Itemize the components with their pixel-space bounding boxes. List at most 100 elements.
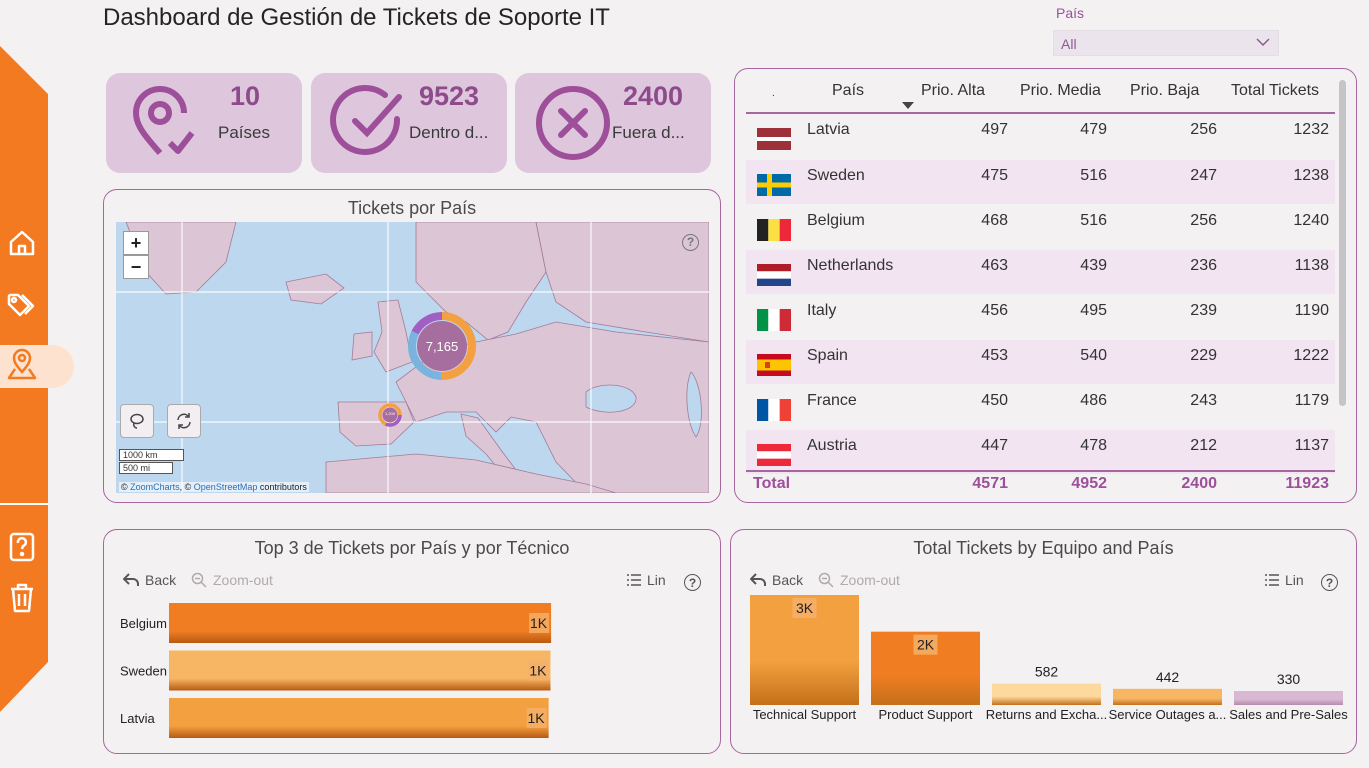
table-row[interactable]: Austria 447 478 212 1137 xyxy=(746,430,1335,474)
trash-icon[interactable] xyxy=(4,580,40,616)
bar-data-label: 1K xyxy=(529,663,547,679)
page-title: Dashboard de Gestión de Tickets de Sopor… xyxy=(103,4,610,31)
total-label: Total xyxy=(753,475,791,492)
bar-data-label: 1K xyxy=(530,615,548,631)
back-arrow-icon xyxy=(750,573,766,586)
back-button[interactable]: Back xyxy=(750,572,803,588)
cell-prio-alta: 497 xyxy=(981,121,1008,138)
bar-category-label: Returns and Excha... xyxy=(986,707,1107,722)
home-icon[interactable] xyxy=(4,225,40,261)
bar-category-label: Product Support xyxy=(879,707,973,722)
cluster-label: 7,165 xyxy=(425,339,459,354)
map-help-icon[interactable]: ? xyxy=(682,234,699,251)
header-prio-media[interactable]: Prio. Media xyxy=(1020,82,1101,99)
cell-prio-baja: 239 xyxy=(1190,302,1217,319)
cell-prio-alta: 475 xyxy=(981,167,1008,184)
header-pais[interactable]: País xyxy=(832,82,865,99)
bar-category-label: Service Outages a... xyxy=(1109,707,1227,722)
table-row[interactable]: Spain 453 540 229 1222 xyxy=(746,340,1335,384)
cell-total: 1137 xyxy=(1294,437,1329,454)
lasso-icon xyxy=(130,413,144,429)
table-row[interactable]: Belgium 468 516 256 1240 xyxy=(746,205,1335,249)
bar-equipo[interactable] xyxy=(1113,688,1222,705)
zoom-out-button[interactable]: − xyxy=(123,255,149,279)
zoom-out-label: Zoom-out xyxy=(840,572,900,588)
zoom-out-button[interactable]: Zoom-out xyxy=(818,572,900,588)
lin-label: Lin xyxy=(647,572,666,588)
cell-prio-baja: 256 xyxy=(1190,121,1217,138)
table-row[interactable]: Italy 456 495 239 1190 xyxy=(746,295,1335,339)
cell-prio-baja: 236 xyxy=(1190,257,1217,274)
bar-belgium[interactable] xyxy=(169,603,552,643)
table-row[interactable]: Sweden 475 516 247 1238 xyxy=(746,160,1335,204)
bar-equipo[interactable] xyxy=(1234,691,1343,705)
refresh-icon xyxy=(177,413,191,429)
map-pin-icon[interactable] xyxy=(4,347,40,383)
chart-help-button[interactable]: ? xyxy=(1321,574,1338,591)
bar-category-label: Sweden xyxy=(120,664,167,679)
map-small-cluster-marker[interactable] xyxy=(377,402,403,428)
cell-prio-alta: 453 xyxy=(981,347,1008,364)
zoom-out-button[interactable]: Zoom-out xyxy=(191,572,273,588)
tags-icon[interactable] xyxy=(4,287,40,323)
cell-prio-baja: 243 xyxy=(1190,392,1217,409)
table-scrollbar[interactable] xyxy=(1339,80,1346,406)
openstreetmap-link[interactable]: OpenStreetMap xyxy=(193,482,258,492)
map-cluster-marker[interactable] xyxy=(402,306,482,386)
table-row[interactable]: Netherlands 463 439 236 1138 xyxy=(746,250,1335,294)
table-row[interactable]: France 450 486 243 1179 xyxy=(746,385,1335,429)
cell-prio-media: 478 xyxy=(1080,437,1107,454)
table-row[interactable]: Latvia 497 479 256 1232 xyxy=(746,114,1335,158)
header-flag: . xyxy=(772,88,775,99)
cell-prio-media: 540 xyxy=(1080,347,1107,364)
bar-sweden[interactable] xyxy=(169,650,551,691)
bar-category-label: Sales and Pre-Sales xyxy=(1229,707,1348,722)
france-flag-icon xyxy=(757,399,791,421)
bar-data-label: 1K xyxy=(528,710,546,726)
data-label-background xyxy=(528,660,549,681)
table-total-divider xyxy=(746,470,1335,472)
map-landmass xyxy=(116,222,709,493)
chart-help-button[interactable]: ? xyxy=(684,574,701,591)
map-canvas[interactable]: 7,165 1,200 + − ? 1000 km 500 mi © ZoomC… xyxy=(116,222,709,493)
help-icon[interactable] xyxy=(4,529,40,565)
back-button[interactable]: Back xyxy=(123,572,176,588)
lasso-select-button[interactable] xyxy=(120,404,154,438)
linear-scale-toggle[interactable]: Lin xyxy=(1265,572,1304,588)
zoom-in-button[interactable]: + xyxy=(123,231,149,255)
slicer-label: País xyxy=(1056,5,1085,21)
chevron-down-icon xyxy=(1256,35,1270,54)
cell-prio-baja: 247 xyxy=(1190,167,1217,184)
sweden-flag-icon xyxy=(757,174,791,196)
country-slicer-dropdown[interactable]: All xyxy=(1053,30,1279,56)
sidebar-nav xyxy=(0,0,74,768)
cell-prio-media: 486 xyxy=(1080,392,1107,409)
cell-prio-media: 479 xyxy=(1080,121,1107,138)
bar-data-label: 2K xyxy=(917,637,935,653)
attribution-suffix: contributors xyxy=(257,482,307,492)
kpi-value: 10 xyxy=(230,81,261,111)
check-circle-icon xyxy=(329,83,409,168)
zoomcharts-link[interactable]: ZoomCharts xyxy=(130,482,180,492)
cell-prio-alta: 447 xyxy=(981,437,1008,454)
total-alta: 4571 xyxy=(972,475,1008,492)
header-total-tickets[interactable]: Total Tickets xyxy=(1231,82,1320,99)
bar-equipo[interactable] xyxy=(992,683,1101,705)
cell-total: 1190 xyxy=(1294,302,1329,319)
cell-prio-media: 516 xyxy=(1080,212,1107,229)
sort-desc-icon xyxy=(902,102,914,109)
cell-total: 1232 xyxy=(1293,121,1329,138)
header-prio-alta[interactable]: Prio. Alta xyxy=(921,82,986,99)
cell-country: Netherlands xyxy=(807,257,894,274)
austria-flag-icon xyxy=(757,444,791,466)
bar-latvia[interactable] xyxy=(169,698,549,738)
header-prio-baja[interactable]: Prio. Baja xyxy=(1130,82,1200,99)
linear-scale-toggle[interactable]: Lin xyxy=(627,572,666,588)
bar-category-label: Technical Support xyxy=(753,707,857,722)
nav-divider xyxy=(0,503,48,505)
belgium-flag-icon xyxy=(757,219,791,241)
x-circle-icon xyxy=(533,83,613,168)
reset-view-button[interactable] xyxy=(167,404,201,438)
cell-country: Latvia xyxy=(807,121,850,138)
zoom-out-label: Zoom-out xyxy=(213,572,273,588)
